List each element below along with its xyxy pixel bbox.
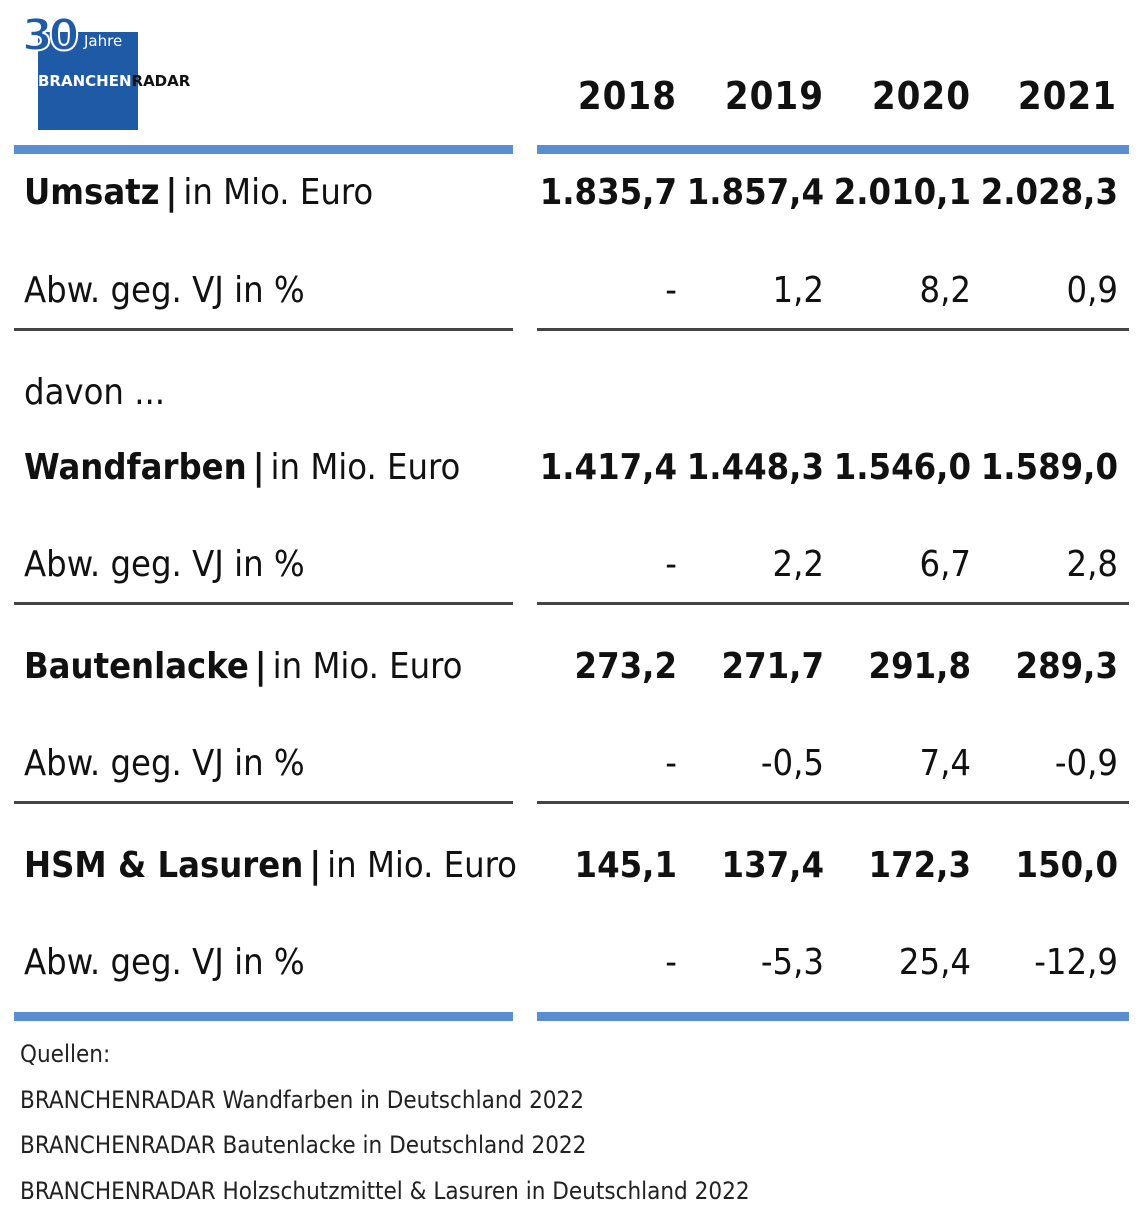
bottom-rule-left	[14, 1012, 513, 1021]
logo-box	[38, 32, 138, 130]
cell-2020-row-8: 25,4	[898, 942, 971, 983]
row-label-3: Wandfarben | in Mio. Euro	[24, 447, 460, 488]
cell-2020-row-4: 6,7	[919, 544, 972, 585]
row-category: Bautenlacke	[24, 646, 249, 687]
cell-2021-row-4: 2,8	[1066, 544, 1119, 585]
cell-2019-row-0: 1.857,4	[686, 172, 824, 213]
top-rule-right	[537, 145, 1129, 154]
row-category: Wandfarben	[24, 447, 247, 488]
row-label-5: Bautenlacke | in Mio. Euro	[24, 646, 462, 687]
row-unit: in Mio. Euro	[272, 646, 463, 687]
row-category: Umsatz	[24, 172, 160, 213]
row-category: HSM & Lasuren	[24, 845, 304, 886]
cell-2019-row-1: 1,2	[772, 270, 825, 311]
separator: |	[252, 447, 265, 488]
row-label-6: Abw. geg. VJ in %	[24, 743, 305, 784]
source-line: BRANCHENRADAR Bautenlacke in Deutschland…	[20, 1131, 587, 1159]
cell-2021-row-0: 2.028,3	[980, 172, 1118, 213]
logo-brand: BRANCHENRADAR	[38, 72, 191, 90]
year-header-2020: 2020	[871, 74, 971, 118]
cell-2021-row-5: 289,3	[1015, 646, 1118, 687]
bottom-rule-right	[537, 1012, 1129, 1021]
row-unit: in Mio. Euro	[270, 447, 461, 488]
row-label-2: davon ...	[24, 372, 166, 413]
cell-2021-row-3: 1.589,0	[980, 447, 1118, 488]
separator: |	[165, 172, 178, 213]
rule-left-2	[14, 602, 513, 605]
row-label-7: HSM & Lasuren | in Mio. Euro	[24, 845, 517, 886]
logo-jahre: Jahre	[84, 32, 123, 50]
row-label-1: Abw. geg. VJ in %	[24, 270, 305, 311]
cell-2020-row-0: 2.010,1	[833, 172, 971, 213]
rule-left-1	[14, 328, 513, 331]
row-label-0: Umsatz | in Mio. Euro	[24, 172, 373, 213]
cell-2018-row-7: 145,1	[574, 845, 677, 886]
cell-2020-row-5: 291,8	[868, 646, 971, 687]
cell-2021-row-7: 150,0	[1015, 845, 1118, 886]
cell-2021-row-6: -0,9	[1054, 743, 1118, 784]
top-rule-left	[14, 145, 513, 154]
cell-2019-row-5: 271,7	[721, 646, 824, 687]
cell-2018-row-4: -	[665, 544, 677, 585]
source-line: BRANCHENRADAR Wandfarben in Deutschland …	[20, 1086, 585, 1114]
cell-2020-row-3: 1.546,0	[833, 447, 971, 488]
sources-heading: Quellen:	[20, 1040, 111, 1068]
logo-number: 30	[21, 10, 80, 61]
year-header-2021: 2021	[1017, 74, 1117, 118]
cell-2020-row-1: 8,2	[919, 270, 972, 311]
cell-2020-row-6: 7,4	[919, 743, 972, 784]
year-header-2018: 2018	[577, 74, 677, 118]
year-header-2019: 2019	[724, 74, 824, 118]
rule-right-3	[537, 801, 1129, 804]
branchenradar-logo: 30 Jahre BRANCHENRADAR	[21, 10, 212, 132]
cell-2018-row-0: 1.835,7	[539, 172, 677, 213]
rule-right-2	[537, 602, 1129, 605]
row-label-8: Abw. geg. VJ in %	[24, 942, 305, 983]
row-unit: in Mio. Euro	[183, 172, 374, 213]
cell-2019-row-8: -5,3	[760, 942, 824, 983]
cell-2020-row-7: 172,3	[868, 845, 971, 886]
rule-left-3	[14, 801, 513, 804]
cell-2018-row-8: -	[665, 942, 677, 983]
cell-2018-row-3: 1.417,4	[539, 447, 677, 488]
cell-2019-row-7: 137,4	[721, 845, 824, 886]
source-line: BRANCHENRADAR Holzschutzmittel & Lasuren…	[20, 1177, 750, 1205]
cell-2021-row-8: -12,9	[1034, 942, 1118, 983]
cell-2018-row-1: -	[665, 270, 677, 311]
rule-right-1	[537, 328, 1129, 331]
separator: |	[254, 646, 267, 687]
cell-2019-row-6: -0,5	[760, 743, 824, 784]
row-unit: in Mio. Euro	[327, 845, 517, 886]
row-label-4: Abw. geg. VJ in %	[24, 544, 305, 585]
cell-2019-row-4: 2,2	[772, 544, 825, 585]
cell-2019-row-3: 1.448,3	[686, 447, 824, 488]
cell-2018-row-6: -	[665, 743, 677, 784]
cell-2018-row-5: 273,2	[574, 646, 677, 687]
cell-2021-row-1: 0,9	[1066, 270, 1119, 311]
separator: |	[309, 845, 322, 886]
